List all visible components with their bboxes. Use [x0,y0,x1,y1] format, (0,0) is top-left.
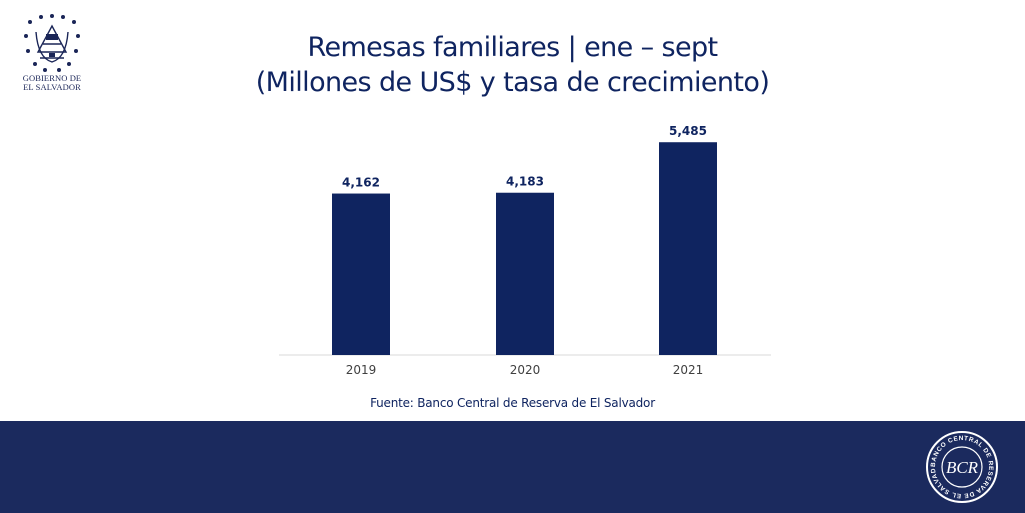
x-tick-label-2020: 2020 [510,363,541,377]
gobierno-logo: GOBIERNO DE EL SALVADOR [16,14,88,98]
bar-2020 [496,192,554,355]
footer-band [0,421,1025,513]
source-note: Fuente: Banco Central de Reserva de El S… [370,396,655,410]
seal-monogram: BCR [946,458,979,477]
chart-title-line1: Remesas familiares | ene – sept [307,32,719,63]
remesas-bar-chart: 4,162 2019 4,183 2020 5,485 2021 [279,124,771,377]
logo-text-line1: GOBIERNO DE [22,73,82,83]
chart-title: Remesas familiares | ene – sept (Millone… [0,30,1025,100]
bar-2019 [332,193,390,355]
data-label-2019: 4,162 [342,176,380,190]
x-tick-label-2021: 2021 [673,363,704,377]
data-label-2021: 5,485 [669,124,707,138]
bcr-seal-icon: BANCO CENTRAL DE RESERVA DE EL SALVADOR … [925,430,998,503]
data-label-2020: 4,183 [506,175,544,189]
x-tick-label-2019: 2019 [346,363,377,377]
bar-2021 [659,142,717,355]
coat-of-arms-icon [24,14,80,72]
chart-subtitle: (Millones de US$ y tasa de crecimiento) [255,67,770,98]
logo-text-line2: EL SALVADOR [23,82,81,92]
